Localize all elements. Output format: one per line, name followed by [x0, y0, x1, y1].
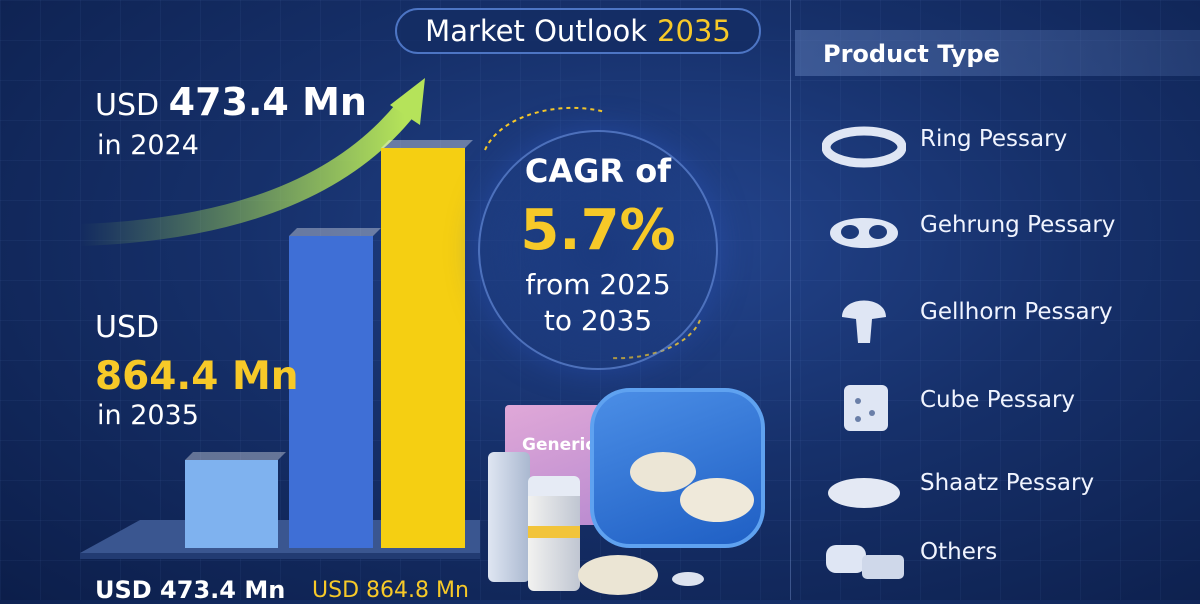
- product-type-item: Gellhorn Pessary: [920, 299, 1113, 325]
- cagr-to: to 2035: [543, 304, 653, 337]
- product-type-item: Shaatz Pessary: [920, 470, 1095, 496]
- bar-top-0: [185, 452, 286, 460]
- chart-platform: [80, 520, 480, 553]
- cube-icon: [822, 383, 906, 433]
- pessary-case-icon: [590, 388, 765, 548]
- bar-top-1: [289, 228, 381, 236]
- cagr-value: 5.7%: [520, 198, 676, 263]
- disc-icon: [822, 466, 906, 516]
- caption-2035: in 2035: [97, 400, 199, 431]
- product-type-header: Product Type: [795, 30, 1200, 76]
- currency-label-2035: USD: [95, 310, 160, 345]
- title-pill: Market Outlook 2035: [395, 8, 761, 54]
- pessary-disc-icon: [630, 452, 696, 492]
- amount-2035: 864.4 Mn: [95, 354, 299, 399]
- others-icon: [822, 535, 906, 585]
- cagr-circle: [478, 130, 718, 370]
- product-type-item: Cube Pessary: [920, 387, 1076, 413]
- bottle-icon: [488, 452, 530, 582]
- bottom-label-2024: USD 473.4 Mn: [95, 576, 286, 604]
- pessary-disc-icon: [680, 478, 754, 522]
- pessary-disc-icon: [578, 555, 658, 595]
- gellhorn-icon: [822, 295, 906, 345]
- bottom-label-2035: USD 864.8 Mn: [312, 578, 469, 603]
- panel-divider: [790, 0, 791, 600]
- pill-icon: [672, 572, 704, 586]
- bar-0: [185, 460, 278, 548]
- cagr-from: from 2025: [525, 268, 671, 301]
- title-year: 2035: [657, 14, 731, 48]
- bottle-icon: [528, 476, 580, 591]
- product-type-item: Others: [920, 539, 998, 565]
- cagr-label: CAGR of: [524, 152, 672, 190]
- value-2024: USD 473.4 Mn: [95, 80, 367, 124]
- product-type-item: Gehrung Pessary: [920, 212, 1116, 238]
- bar-1: [289, 236, 373, 548]
- gehrung-icon: [822, 208, 906, 258]
- caption-2024: in 2024: [97, 130, 199, 161]
- title-text: Market Outlook: [425, 14, 647, 48]
- ring-icon: [821, 122, 907, 172]
- amount-2024: 473.4 Mn: [168, 80, 367, 124]
- currency-label: USD: [95, 88, 160, 123]
- product-type-item: Ring Pessary: [920, 126, 1068, 152]
- growth-arrow-icon: [69, 78, 701, 559]
- bar-2: [381, 148, 465, 548]
- bar-top-2: [381, 140, 473, 148]
